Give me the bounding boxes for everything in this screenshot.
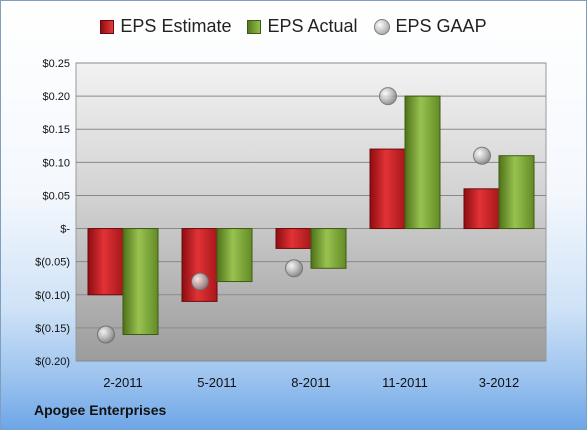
y-tick-label: $(0.10)	[35, 290, 70, 302]
bar-eps-estimate	[87, 228, 124, 296]
legend-item-actual: EPS Actual	[247, 16, 358, 37]
company-name: Apogee Enterprises	[34, 402, 167, 418]
legend-label-actual: EPS Actual	[267, 16, 358, 36]
bar-eps-actual	[310, 228, 347, 269]
marker-eps-gaap	[473, 146, 491, 165]
y-tick-label: $0.15	[42, 124, 70, 136]
y-tick-label: $0.20	[42, 91, 70, 103]
legend-label-estimate: EPS Estimate	[120, 16, 232, 36]
legend-swatch-gaap	[373, 18, 390, 35]
legend: EPS Estimate EPS Actual EPS GAAP	[1, 16, 586, 37]
bar-eps-estimate	[369, 148, 406, 230]
marker-eps-gaap	[191, 272, 209, 291]
bar-eps-actual	[404, 95, 441, 230]
bar-eps-actual	[216, 228, 253, 283]
marker-eps-gaap	[285, 259, 303, 278]
x-tick-label: 5-2011	[197, 375, 237, 390]
bar-eps-actual	[122, 228, 159, 336]
y-tick-label: $(0.15)	[35, 323, 70, 335]
legend-label-gaap: EPS GAAP	[395, 16, 487, 36]
x-axis: 2-2011 5-2011 8-2011 11-2011 3-2012	[103, 375, 519, 390]
marker-eps-gaap	[379, 87, 397, 106]
y-tick-label: $-	[60, 224, 70, 236]
marker-eps-gaap	[97, 325, 115, 344]
legend-swatch-estimate	[100, 19, 115, 34]
x-tick-label: 3-2012	[479, 375, 519, 390]
x-tick-label: 8-2011	[291, 375, 331, 390]
y-axis: $0.25 $0.20 $0.15 $0.10 $0.05 $- $(0.05) $(0.10…	[35, 58, 70, 368]
y-tick-label: $0.25	[42, 58, 70, 70]
y-tick-label: $(0.05)	[35, 257, 70, 269]
x-tick-label: 2-2011	[103, 375, 143, 390]
bar-eps-actual	[498, 155, 535, 230]
markers	[97, 87, 491, 344]
y-tick-label: $0.10	[42, 157, 70, 169]
bar-eps-estimate	[275, 228, 312, 249]
y-tick-label: $0.05	[42, 190, 70, 202]
legend-item-estimate: EPS Estimate	[100, 16, 231, 37]
y-tick-label: $(0.20)	[35, 356, 70, 368]
legend-item-gaap: EPS GAAP	[373, 16, 487, 37]
bar-eps-estimate	[463, 188, 500, 230]
legend-swatch-actual	[247, 19, 262, 34]
x-tick-label: 11-2011	[382, 375, 428, 390]
